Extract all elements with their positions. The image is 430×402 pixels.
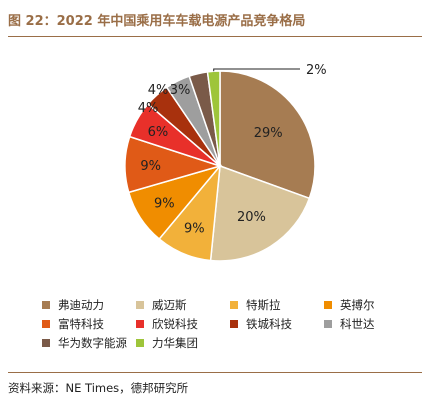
- legend-label: 力华集团: [152, 335, 198, 350]
- slice-label-8: 4%: [148, 83, 169, 98]
- slice-label-10: 2%: [306, 63, 327, 78]
- source-note: 资料来源：NE Times，德邦研究所: [8, 381, 189, 395]
- slice-label-2: 20%: [237, 210, 266, 225]
- legend-label: 华为数字能源: [58, 335, 127, 350]
- legend-swatch: [42, 319, 50, 328]
- legend-label: 特斯拉: [246, 297, 281, 312]
- legend-swatch: [324, 319, 332, 328]
- slice-label-1: 29%: [254, 126, 283, 141]
- legend-swatch: [42, 300, 50, 309]
- source-rule: [8, 372, 422, 373]
- legend-item: 欣锐科技: [136, 315, 230, 332]
- legend-item: 特斯拉: [230, 296, 324, 313]
- legend-swatch: [230, 300, 238, 309]
- legend-swatch: [136, 319, 144, 328]
- legend-item: 威迈斯: [136, 296, 230, 313]
- legend-item: 弗迪动力: [42, 296, 136, 313]
- legend-swatch: [136, 338, 144, 347]
- legend-label: 科世达: [340, 316, 375, 331]
- legend-label: 铁城科技: [246, 316, 292, 331]
- pie-slice-2: [209, 164, 311, 262]
- pie-slice-1: [219, 70, 316, 200]
- legend-item: 力华集团: [136, 334, 230, 351]
- slice-leader-line: [213, 68, 300, 72]
- legend-label: 富特科技: [58, 316, 104, 331]
- legend-item: 英搏尔: [324, 296, 418, 313]
- slice-label-3: 9%: [184, 221, 205, 236]
- legend-item: 科世达: [324, 315, 418, 332]
- chart-legend: 弗迪动力 威迈斯 特斯拉 英搏尔富特科技 欣锐科技 铁城科技 科世达华为数字能源 力华集团: [42, 296, 422, 351]
- slice-label-6: 6%: [148, 125, 169, 140]
- legend-swatch: [136, 300, 144, 309]
- figure-title: 图 22：2022 年中国乘用车车载电源产品竞争格局: [8, 14, 306, 29]
- slice-label-7: 4%: [138, 101, 159, 116]
- legend-swatch: [230, 319, 238, 328]
- legend-swatch: [42, 338, 50, 347]
- legend-label: 弗迪动力: [58, 297, 104, 312]
- slice-label-9: 3%: [170, 83, 191, 98]
- legend-item: 铁城科技: [230, 315, 324, 332]
- legend-label: 欣锐科技: [152, 316, 198, 331]
- slice-label-4: 9%: [154, 196, 175, 211]
- legend-item: 华为数字能源: [42, 334, 136, 351]
- legend-item: 富特科技: [42, 315, 136, 332]
- slice-label-5: 9%: [140, 159, 161, 174]
- legend-label: 英搏尔: [340, 297, 375, 312]
- title-rule: [8, 36, 422, 37]
- legend-swatch: [324, 300, 332, 309]
- legend-label: 威迈斯: [152, 297, 187, 312]
- pie-chart: 29%20%9%9%9%6%4%4% 3%2%: [124, 63, 327, 262]
